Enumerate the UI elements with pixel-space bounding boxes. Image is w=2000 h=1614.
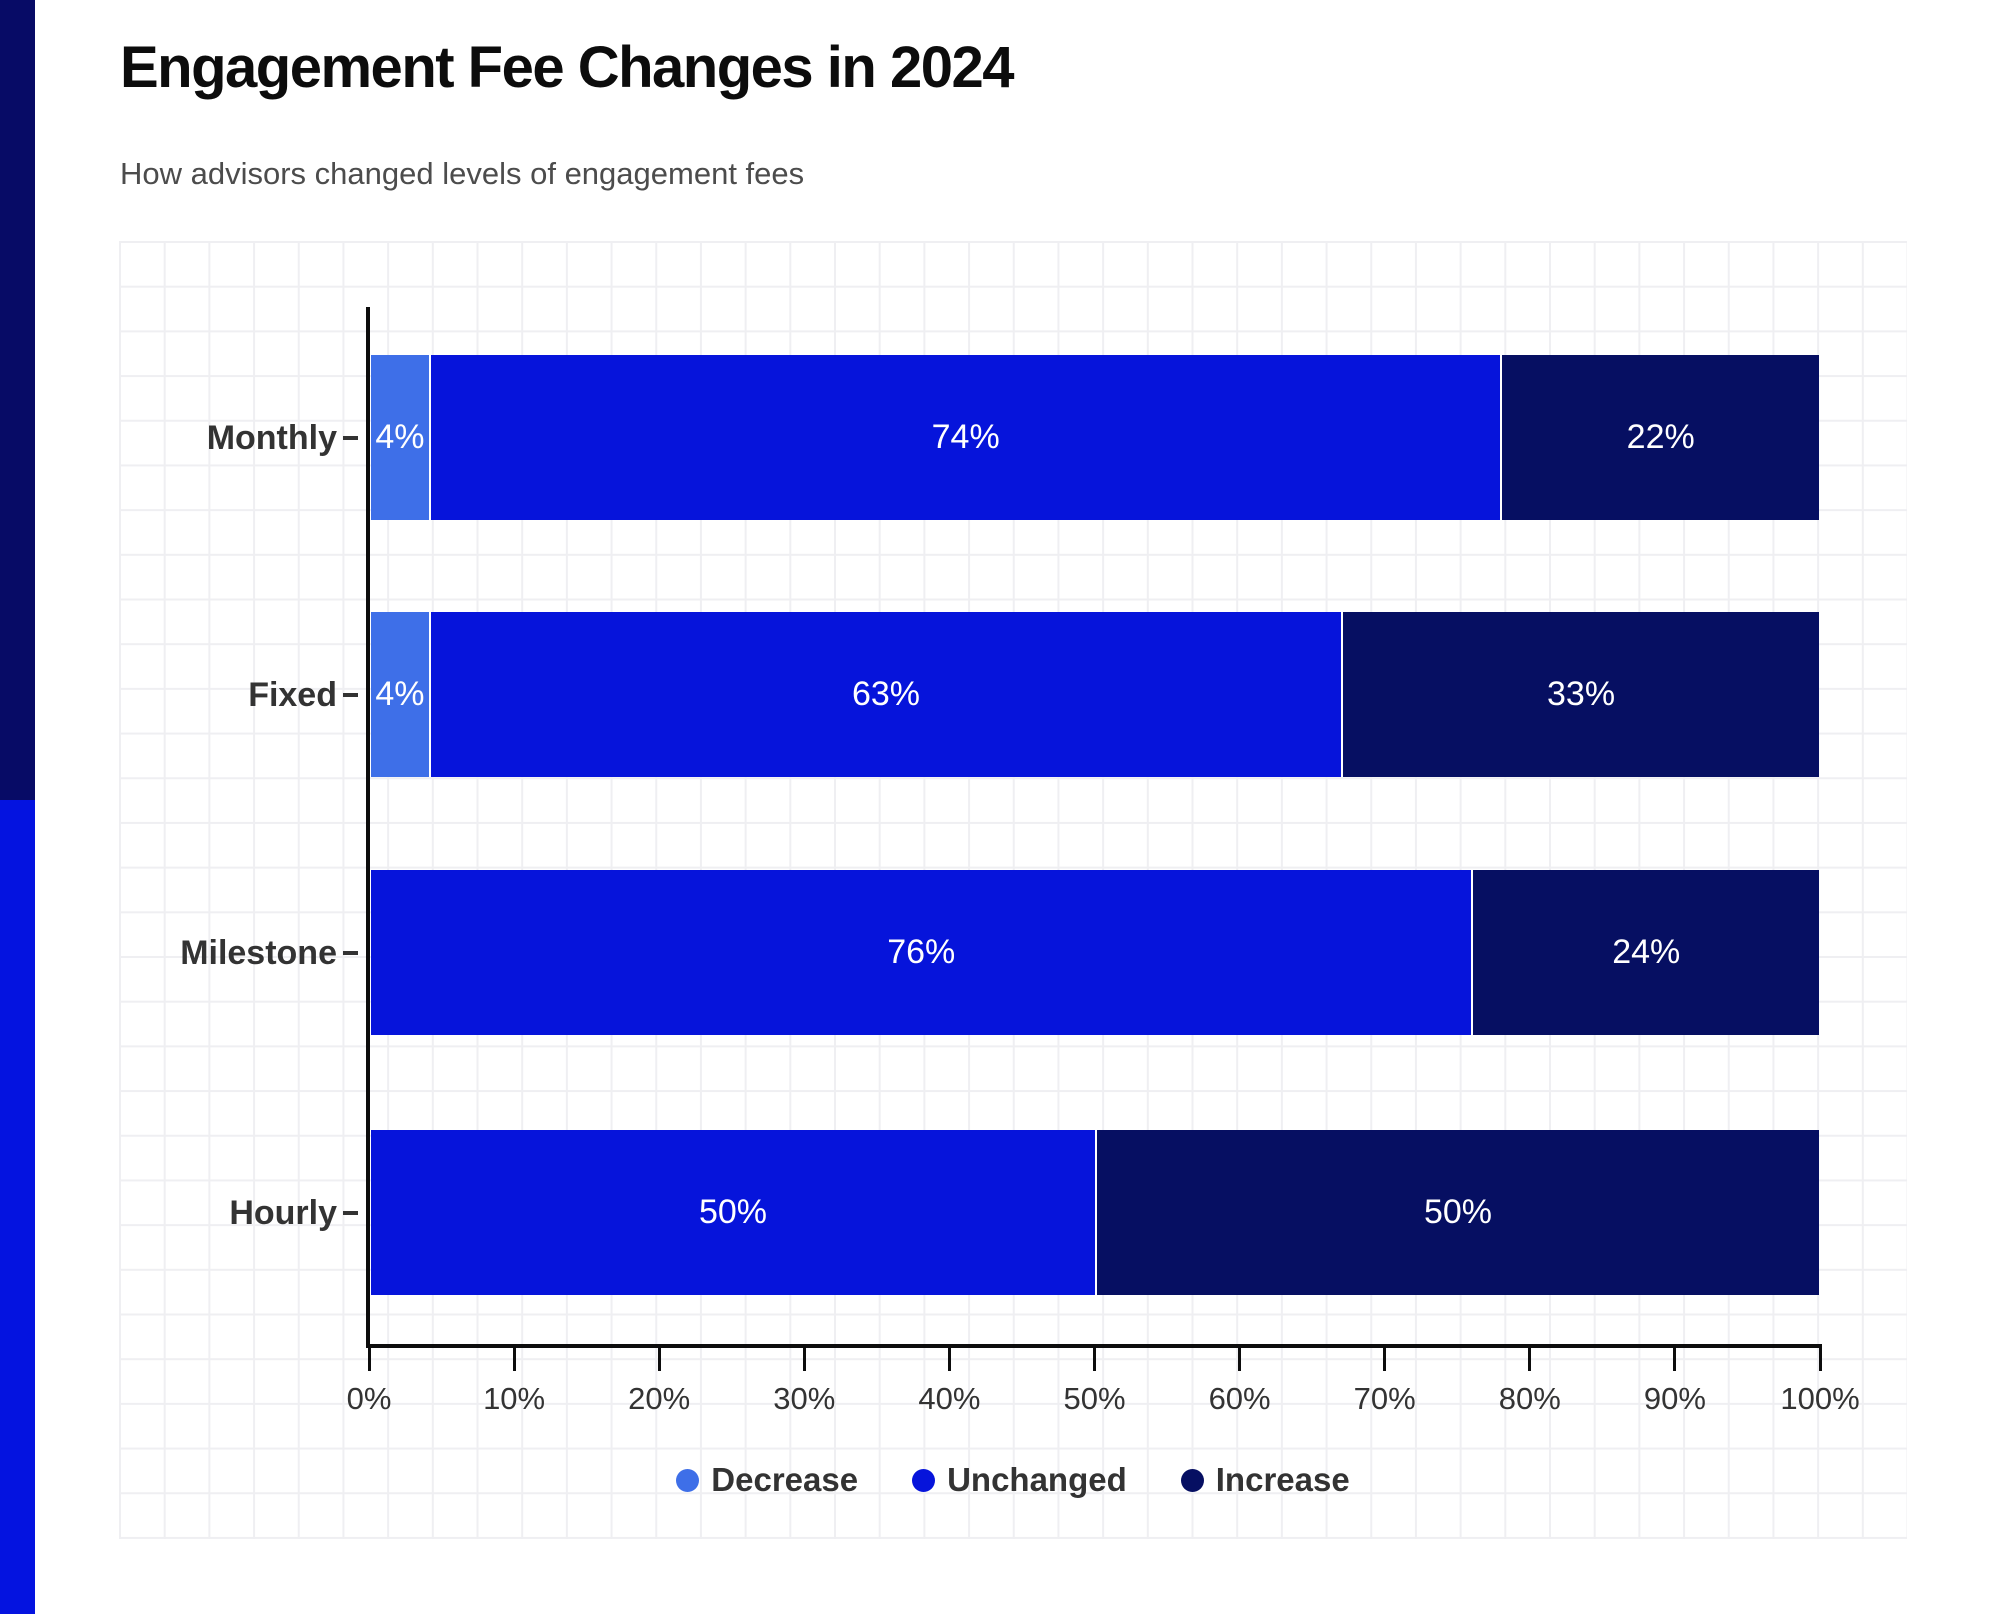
bar-segment-unchanged: 74% <box>428 355 1501 520</box>
x-tick-label: 90% <box>1643 1381 1706 1416</box>
bar-row-hourly: 50% 50% <box>371 1130 1819 1295</box>
legend-dot-icon <box>676 1468 700 1492</box>
x-tick-mark <box>1238 1344 1242 1371</box>
bar-value-label: 50% <box>698 1193 768 1231</box>
bar-segment-unchanged: 76% <box>371 870 1472 1035</box>
category-label-monthly: Monthly <box>206 418 337 457</box>
y-axis-line <box>366 307 370 1348</box>
bar-value-label: 76% <box>887 933 956 971</box>
bar-segment-decrease: 4% <box>371 612 429 777</box>
bar-value-label: 63% <box>851 675 921 713</box>
y-tick-mark <box>343 435 358 440</box>
x-tick-label: 40% <box>918 1381 981 1416</box>
legend-item-increase: Increase <box>1180 1461 1350 1499</box>
page-title: Engagement Fee Changes in 2024 <box>120 35 1014 100</box>
bar-segment-increase: 24% <box>1471 870 1819 1035</box>
bar-value-label: 4% <box>375 675 425 713</box>
x-tick-label: 70% <box>1353 1381 1416 1416</box>
x-tick-mark <box>657 1344 661 1371</box>
bar-value-label: 24% <box>1612 933 1681 971</box>
x-tick-label: 80% <box>1498 1381 1561 1416</box>
x-tick-mark <box>1673 1344 1677 1371</box>
bar-row-monthly: 4% 74% 22% <box>371 355 1819 520</box>
left-accent-stripe-top <box>0 0 35 800</box>
x-tick-label: 30% <box>773 1381 836 1416</box>
x-tick-mark <box>367 1344 371 1371</box>
legend-dot-icon <box>912 1468 936 1492</box>
x-tick-label: 20% <box>628 1381 691 1416</box>
chart-area: Monthly 4% 74% 22% Fixed 4% 63% 33% Milestone 76%… <box>119 241 1907 1539</box>
x-tick-mark <box>1383 1344 1387 1371</box>
x-tick-label: 50% <box>1063 1381 1126 1416</box>
bar-segment-decrease: 4% <box>371 355 429 520</box>
legend-label: Increase <box>1215 1461 1350 1498</box>
bar-value-label: 22% <box>1626 418 1695 456</box>
bar-segment-unchanged: 50% <box>371 1130 1095 1295</box>
x-tick-label: 100% <box>1780 1381 1860 1416</box>
left-accent-stripe-bottom <box>0 800 35 1614</box>
x-tick-mark <box>802 1344 806 1371</box>
legend-dot-icon <box>1180 1468 1204 1492</box>
bar-value-label: 33% <box>1547 675 1616 713</box>
bar-segment-increase: 50% <box>1095 1130 1819 1295</box>
legend-item-decrease: Decrease <box>676 1461 858 1499</box>
category-label-hourly: Hourly <box>229 1193 337 1232</box>
x-tick-mark <box>1528 1344 1532 1371</box>
bar-value-label: 50% <box>1423 1193 1493 1231</box>
legend-label: Decrease <box>711 1461 859 1498</box>
legend-item-unchanged: Unchanged <box>912 1461 1127 1499</box>
x-tick-label: 60% <box>1208 1381 1271 1416</box>
bar-segment-increase: 33% <box>1341 612 1819 777</box>
bar-value-label: 4% <box>375 418 425 456</box>
x-tick-mark <box>1818 1344 1822 1371</box>
legend: Decrease Unchanged Increase <box>119 1461 1907 1499</box>
bar-row-milestone: 76% 24% <box>371 870 1819 1035</box>
y-tick-mark <box>343 950 358 955</box>
bar-segment-unchanged: 63% <box>428 612 1342 777</box>
category-label-fixed: Fixed <box>248 675 337 714</box>
x-tick-label: 0% <box>346 1381 392 1416</box>
x-tick-mark <box>1093 1344 1096 1371</box>
x-tick-label: 10% <box>483 1381 546 1416</box>
legend-label: Unchanged <box>947 1461 1127 1498</box>
y-tick-mark <box>343 692 358 697</box>
x-tick-mark <box>512 1344 516 1371</box>
bar-segment-increase: 22% <box>1500 355 1819 520</box>
category-label-milestone: Milestone <box>180 933 337 972</box>
bar-row-fixed: 4% 63% 33% <box>371 612 1819 777</box>
bar-value-label: 74% <box>931 418 1000 456</box>
y-tick-mark <box>343 1210 358 1215</box>
page-subtitle: How advisors changed levels of engagemen… <box>120 156 805 191</box>
x-tick-mark <box>947 1344 951 1371</box>
